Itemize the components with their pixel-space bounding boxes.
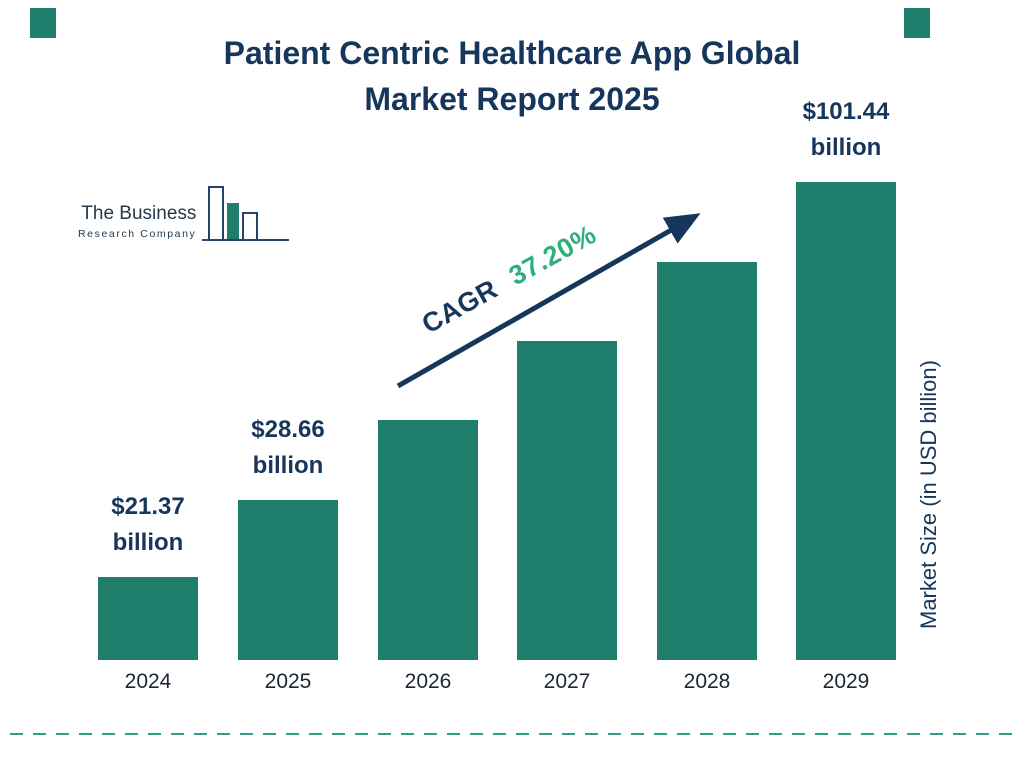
logo-bar-chart-icon bbox=[202, 184, 290, 251]
value-label-2029: $101.44 billion bbox=[802, 98, 890, 161]
corner-accent-left bbox=[30, 8, 56, 38]
bar-2025 bbox=[238, 500, 338, 660]
page-title: Patient Centric Healthcare App Global Ma… bbox=[0, 30, 1024, 123]
x-axis-label-2028: 2028 bbox=[683, 670, 731, 693]
bar-2026 bbox=[378, 420, 478, 660]
y-axis-title: Market Size (in USD billion) bbox=[916, 360, 941, 630]
x-axis-label-2027: 2027 bbox=[543, 670, 591, 693]
bar-2024 bbox=[98, 577, 198, 660]
company-logo: The Business Research Company bbox=[78, 184, 290, 251]
x-axis-label-2026: 2026 bbox=[404, 670, 452, 693]
bar-2028 bbox=[657, 262, 757, 660]
page-title-line2: Market Report 2025 bbox=[364, 81, 660, 118]
page-title-line1: Patient Centric Healthcare App Global bbox=[223, 35, 801, 71]
company-subname: Research Company bbox=[78, 227, 197, 240]
x-axis-label-2029: 2029 bbox=[822, 670, 870, 693]
value-label-2024: $21.37 billion bbox=[111, 493, 185, 556]
x-axis-label-2024: 2024 bbox=[124, 670, 172, 693]
bar-2029 bbox=[796, 182, 896, 660]
company-name: The Business bbox=[81, 203, 197, 224]
corner-accent-right bbox=[904, 8, 930, 38]
company-logo-text: The Business Research Company bbox=[78, 184, 196, 240]
value-label-2025: $28.66 billion bbox=[251, 416, 325, 479]
bottom-dashed-divider bbox=[10, 733, 1014, 735]
x-axis-label-2025: 2025 bbox=[264, 670, 312, 693]
bar-2027 bbox=[517, 341, 617, 660]
